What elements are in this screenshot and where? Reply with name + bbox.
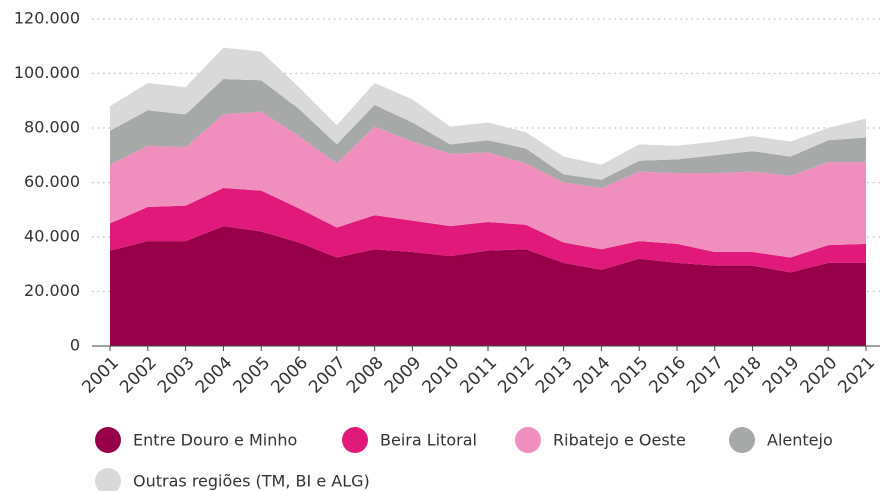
x-tick-label: 2021 bbox=[834, 353, 879, 398]
legend-swatch bbox=[95, 427, 121, 453]
x-tick-label: 2017 bbox=[683, 353, 728, 398]
legend-item: Beira Litoral bbox=[342, 427, 477, 453]
x-tick-label: 2019 bbox=[759, 353, 804, 398]
x-tick-label: 2001 bbox=[78, 353, 123, 398]
x-tick-label: 2006 bbox=[267, 353, 312, 398]
x-tick-label: 2002 bbox=[116, 353, 161, 398]
x-tick-label: 2015 bbox=[608, 353, 653, 398]
x-tick-label: 2016 bbox=[645, 353, 690, 398]
y-tick-label: 100.000 bbox=[14, 63, 80, 82]
legend-label: Entre Douro e Minho bbox=[133, 431, 297, 450]
y-tick-label: 80.000 bbox=[24, 118, 80, 137]
legend-label: Outras regiões (TM, BI e ALG) bbox=[133, 472, 370, 491]
area bbox=[110, 187, 866, 273]
legend-label: Beira Litoral bbox=[380, 431, 477, 450]
legend-label: Alentejo bbox=[767, 431, 833, 450]
x-tick-label: 2009 bbox=[381, 353, 426, 398]
y-tick-label: 20.000 bbox=[24, 281, 80, 300]
legend-swatch bbox=[729, 427, 755, 453]
y-tick-label: 120.000 bbox=[14, 9, 80, 28]
x-tick-label: 2008 bbox=[343, 353, 388, 398]
x-tick-label: 2018 bbox=[721, 353, 766, 398]
x-tick-label: 2004 bbox=[192, 353, 237, 398]
area bbox=[110, 226, 866, 346]
legend-label: Ribatejo e Oeste bbox=[553, 431, 686, 450]
area bbox=[110, 47, 866, 180]
x-tick-label: 2007 bbox=[305, 353, 350, 398]
legend-swatch bbox=[515, 427, 541, 453]
area bbox=[110, 78, 866, 188]
x-tick-label: 2010 bbox=[419, 353, 464, 398]
x-tick-label: 2012 bbox=[494, 353, 539, 398]
y-tick-label: 40.000 bbox=[24, 227, 80, 246]
x-tick-label: 2003 bbox=[154, 353, 199, 398]
legend-item: Entre Douro e Minho bbox=[95, 427, 297, 453]
legend-swatch bbox=[95, 468, 121, 491]
legend-swatch bbox=[342, 427, 368, 453]
x-tick-label: 2011 bbox=[456, 353, 501, 398]
legend-item: Ribatejo e Oeste bbox=[515, 427, 686, 453]
x-tick-label: 2020 bbox=[797, 353, 842, 398]
legend-item: Outras regiões (TM, BI e ALG) bbox=[95, 468, 370, 491]
x-tick-label: 2014 bbox=[570, 353, 615, 398]
y-tick-label: 60.000 bbox=[24, 172, 80, 191]
x-tick-label: 2005 bbox=[230, 353, 275, 398]
area bbox=[110, 111, 866, 258]
y-tick-label: 0 bbox=[70, 336, 80, 355]
legend-item: Alentejo bbox=[729, 427, 833, 453]
x-tick-label: 2013 bbox=[532, 353, 577, 398]
